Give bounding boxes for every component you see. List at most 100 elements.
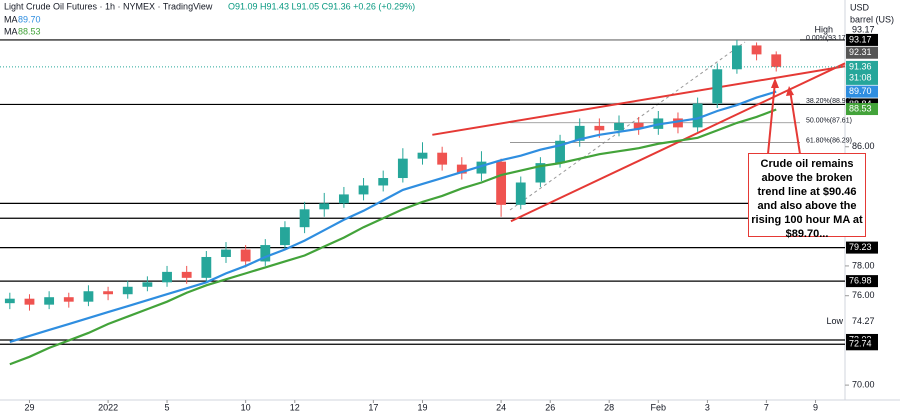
high-label: High — [814, 24, 833, 34]
arrow-head — [771, 78, 779, 88]
y-tick-label: 78.00 — [852, 260, 875, 270]
price-badge — [846, 85, 878, 98]
candle-body — [555, 140, 565, 164]
fib-label: 0.00%(93.17) — [806, 35, 848, 42]
ma-legend-value: 88.53 — [18, 26, 41, 36]
candle-body — [83, 291, 94, 302]
candle-body — [240, 249, 251, 262]
candle-body — [201, 256, 212, 278]
x-tick-label: 17 — [368, 402, 378, 412]
price-badge — [846, 241, 878, 254]
candle-body — [181, 271, 192, 278]
candle-body — [299, 209, 310, 228]
price-badge-label: 72.74 — [849, 339, 872, 349]
price-badge — [846, 103, 878, 116]
callout: Crude oil remains above the broken trend… — [748, 153, 866, 240]
candle-body — [456, 164, 467, 174]
candle-body — [397, 158, 408, 179]
candle-body — [378, 178, 389, 186]
candle-body — [142, 282, 153, 287]
price-badge-label: 88.53 — [849, 103, 872, 113]
candle-body — [673, 118, 683, 128]
last-price-badge — [846, 60, 878, 85]
candle-body — [221, 249, 231, 257]
candle-body — [4, 298, 15, 304]
arrow-head — [786, 86, 794, 96]
candle-body — [712, 69, 723, 104]
candle-body — [319, 203, 330, 210]
x-tick-label: 29 — [24, 402, 34, 412]
candle-body — [358, 185, 369, 195]
x-tick-label: 3 — [705, 402, 710, 412]
candle-body — [594, 125, 605, 131]
x-tick-label: 9 — [813, 402, 818, 412]
price-badge — [846, 338, 878, 351]
callout-arrow — [767, 81, 776, 155]
x-tick-label: 24 — [496, 402, 506, 412]
ma-legend-name: MA — [4, 14, 18, 24]
moving-average — [9, 90, 777, 343]
candle-body — [732, 45, 742, 70]
x-tick-label: 7 — [764, 402, 769, 412]
candle-body — [437, 152, 448, 165]
unit: barrel (US) — [850, 14, 894, 24]
fib-anchor — [509, 41, 746, 211]
price-badge-label: 93.17 — [849, 34, 872, 44]
x-tick-label: Feb — [651, 402, 667, 412]
y-tick-label: 70.00 — [852, 379, 875, 389]
price-badge-label: 92.31 — [849, 47, 872, 57]
candle-body — [515, 182, 526, 205]
candle-body — [44, 297, 55, 305]
candle-body — [122, 286, 133, 295]
y-tick-label: 76.00 — [852, 290, 875, 300]
candle-body — [633, 122, 644, 129]
currency: USD — [850, 2, 870, 12]
candle-body — [751, 45, 762, 55]
candle-body — [280, 227, 290, 246]
x-tick-label: 19 — [417, 402, 427, 412]
price-badge — [846, 46, 878, 59]
x-tick-label: 26 — [545, 402, 555, 412]
ma-legend-name: MA — [4, 26, 18, 36]
price-badge — [846, 275, 878, 288]
candle-body — [103, 291, 113, 295]
fib-label: 38.20%(88.92) — [806, 98, 852, 105]
low-value: 74.27 — [852, 316, 875, 326]
candle-body — [417, 152, 428, 159]
candle-body — [476, 161, 487, 174]
callout-arrow — [789, 89, 801, 155]
candle-body — [24, 298, 35, 305]
candle-body — [338, 194, 349, 204]
candle-body — [614, 122, 624, 131]
ohlc-legend: O91.09 H91.43 L91.05 C91.36 +0.26 (+0.29… — [228, 1, 415, 11]
candle-body — [771, 54, 782, 67]
moving-average — [9, 108, 777, 366]
x-tick-label: 12 — [290, 402, 300, 412]
price-badge — [846, 33, 878, 46]
candle-body — [162, 271, 172, 283]
candle-body — [260, 245, 271, 262]
candle-body — [574, 125, 585, 141]
high-value: 93.17 — [852, 24, 875, 34]
candle-body — [496, 161, 507, 205]
x-tick-label: 10 — [241, 402, 251, 412]
price-badge-label: 76.98 — [849, 275, 872, 285]
candle-body — [692, 103, 703, 128]
ma-legend-value: 89.70 — [18, 14, 41, 24]
chart-title: Light Crude Oil Futures · 1h · NYMEX · T… — [4, 1, 213, 11]
price-badge-label: 89.70 — [849, 86, 872, 96]
fib-label: 61.80%(86.29) — [806, 137, 852, 144]
x-tick-label: 28 — [604, 402, 614, 412]
trend-line — [432, 65, 846, 136]
x-tick-label: 5 — [165, 402, 170, 412]
price-badge-label: 79.23 — [849, 242, 872, 252]
low-label: Low — [826, 316, 843, 326]
last-price-label: 91.36 — [849, 61, 872, 71]
countdown: 31:08 — [849, 72, 872, 82]
candle-body — [535, 163, 546, 183]
fib-label: 50.00%(87.61) — [806, 118, 852, 125]
x-tick-label: 2022 — [98, 402, 118, 412]
candle-body — [63, 297, 74, 302]
y-tick-label: 86.00 — [852, 141, 875, 151]
